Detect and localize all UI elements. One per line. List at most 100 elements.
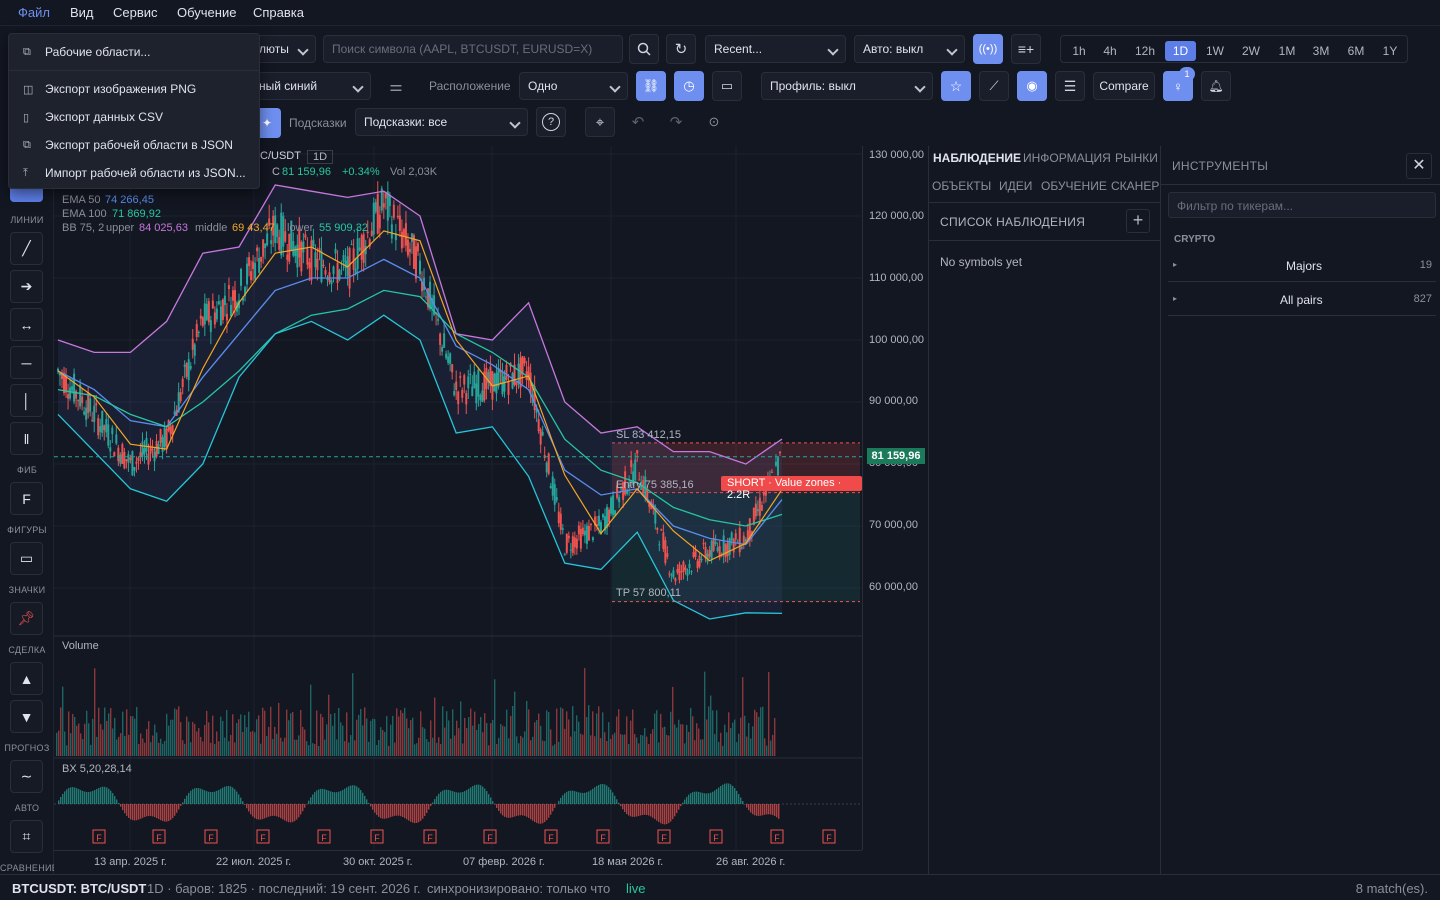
timeframe-2w[interactable]: 2W [1242, 44, 1260, 58]
instrument-row-majors[interactable]: ▸ Majors 19 [1168, 250, 1436, 282]
volume-bar [744, 715, 746, 756]
timeframe-4h[interactable]: 4h [1103, 44, 1117, 58]
live-stream-button[interactable]: ((•)) [973, 34, 1003, 64]
price-axis[interactable]: 130 000,00 120 000,00 110 000,00 100 000… [862, 146, 928, 850]
menu-item-export-json[interactable]: ⧉ Экспорт рабочей области в JSON [9, 131, 261, 159]
bx-bar [476, 784, 478, 804]
menu-learning[interactable]: Обучение [177, 5, 237, 20]
section-auto: АВТО [14, 803, 40, 813]
time-axis[interactable]: 13 апр. 2025 г. 22 июл. 2025 г. 30 окт. … [54, 850, 862, 874]
hints-select[interactable]: Подсказки: все [355, 108, 528, 136]
rectangle-tool[interactable]: ▭ [10, 542, 43, 575]
fib-marker-box [370, 829, 384, 844]
help-button[interactable]: ? [536, 107, 566, 137]
visibility-button[interactable]: ◉ [1017, 71, 1047, 101]
record-button[interactable]: ⊙ [699, 107, 729, 137]
menu-item-export-csv[interactable]: ▯ Экспорт данных CSV [9, 103, 261, 131]
link-button[interactable]: ⛓ [636, 71, 666, 101]
settings-sliders-button[interactable]: ⚌ [381, 71, 411, 101]
candle-body [93, 405, 96, 422]
volume-bar [726, 732, 728, 756]
series-line-2 [57, 289, 783, 527]
tab-learning[interactable]: ОБУЧЕНИЕ [1041, 179, 1107, 193]
candle-body [730, 532, 733, 541]
timeframe-6m[interactable]: 6M [1347, 44, 1365, 58]
chart-type-button[interactable]: ⟋ [979, 71, 1009, 101]
favorite-button[interactable]: ☆ [941, 71, 971, 101]
timeframe-1y[interactable]: 1Y [1382, 44, 1398, 58]
crosshair-button[interactable]: ⌖ [585, 107, 615, 137]
layout-select[interactable]: Одно [519, 72, 628, 100]
tab-scanner[interactable]: СКАНЕР [1111, 179, 1160, 193]
candle-body [455, 381, 458, 390]
tab-watchlist[interactable]: НАБЛЮДЕНИЕ [933, 151, 1022, 165]
fib-tool[interactable]: F [10, 482, 43, 515]
menu-view[interactable]: Вид [70, 5, 94, 20]
refresh-button[interactable]: ↻ [666, 34, 696, 64]
ticker-filter-input[interactable]: Фильтр по тикерам... [1168, 192, 1436, 218]
candle-body [209, 320, 212, 332]
bx-bar [484, 788, 486, 804]
compare-button[interactable]: Compare [1093, 72, 1155, 100]
bx-bar [308, 800, 310, 804]
menu-item-import-json[interactable]: ⤒ Импорт рабочей области из JSON... [9, 159, 261, 187]
ray-tool[interactable]: ➔ [10, 270, 43, 303]
short-position-tool[interactable]: ▼ [10, 700, 43, 733]
close-panel-button[interactable]: ✕ [1406, 153, 1432, 179]
timeframe-1d[interactable]: 1D [1165, 41, 1196, 61]
timeframe-12h[interactable]: 12h [1134, 44, 1156, 58]
menu-service[interactable]: Сервис [113, 5, 158, 20]
timeframe-1w[interactable]: 1W [1206, 44, 1224, 58]
auto-select[interactable]: Авто: выкл [854, 35, 965, 63]
volume-bar [654, 713, 656, 756]
pin-tool[interactable]: 📌︎ [10, 602, 43, 635]
extended-line-tool[interactable]: ↔ [10, 308, 43, 341]
tab-markets[interactable]: РЫНКИ [1115, 151, 1158, 165]
bx-bar [220, 788, 222, 804]
candle-body [581, 527, 584, 535]
tab-info[interactable]: ИНФОРМАЦИЯ [1023, 151, 1111, 165]
menu-file[interactable]: Файл [18, 5, 50, 20]
volume-bar [436, 742, 438, 756]
add-symbol-button[interactable]: + [1126, 209, 1150, 233]
short-position-tag[interactable]: SHORT · Value zones · 2.2R [721, 476, 862, 501]
volume-bar [200, 736, 202, 756]
candle-body [656, 527, 659, 530]
monitor-button[interactable]: ▭ [712, 71, 742, 101]
instrument-row-all-pairs[interactable]: ▸ All pairs 827 [1168, 284, 1436, 316]
instrument-type-value: люты [259, 42, 289, 56]
volume-bar [394, 742, 396, 756]
redo-button[interactable]: ↷ [661, 107, 691, 137]
timeframe-1m[interactable]: 1M [1278, 44, 1296, 58]
candle-body [318, 248, 321, 252]
symbol-search-input[interactable]: Поиск символа (AAPL, BTCUSDT, EURUSD=X) [323, 35, 623, 63]
long-position-tool[interactable]: ▲ [10, 662, 43, 695]
trendline-tool[interactable]: ╱ [10, 232, 43, 265]
forecast-tool[interactable]: ∼ [10, 760, 43, 793]
timeframe-1h[interactable]: 1h [1072, 44, 1086, 58]
bx-bar [704, 793, 706, 804]
auto-tool[interactable]: ⌗ [10, 820, 43, 853]
recent-select[interactable]: Recent... [705, 35, 846, 63]
wave-icon: ∼ [20, 768, 33, 784]
theme-select[interactable]: ный синий [250, 72, 371, 100]
volume-bar [666, 734, 668, 756]
tab-objects[interactable]: ОБЪЕКТЫ [932, 179, 992, 193]
timer-button[interactable]: ◷ [674, 71, 704, 101]
horizontal-line-tool[interactable]: ─ [10, 346, 43, 379]
menu-help[interactable]: Справка [253, 5, 304, 20]
indicators-button[interactable]: ☰ [1055, 71, 1085, 101]
search-button[interactable] [629, 34, 659, 64]
menu-item-export-png[interactable]: ◫ Экспорт изображения PNG [9, 75, 261, 103]
profile-select[interactable]: Профиль: выкл [761, 72, 933, 100]
alerts-button[interactable]: 🔔︎ [1201, 71, 1231, 101]
parallel-channel-tool[interactable]: ‖ [10, 422, 43, 455]
vertical-line-tool[interactable]: │ [10, 384, 43, 417]
timeframe-3m[interactable]: 3M [1312, 44, 1330, 58]
undo-button[interactable]: ↶ [623, 107, 653, 137]
menu-item-workspaces[interactable]: ⧉ Рабочие области... [9, 38, 261, 66]
instrument-type-select[interactable]: люты [250, 35, 316, 63]
add-to-list-button[interactable]: ≡+ [1011, 34, 1041, 64]
chart-area[interactable]: F F F F F F F F F F F F F F C/USDT 1D C 81 159,96 +0.… [54, 146, 862, 850]
tab-ideas[interactable]: ИДЕИ [999, 179, 1033, 193]
